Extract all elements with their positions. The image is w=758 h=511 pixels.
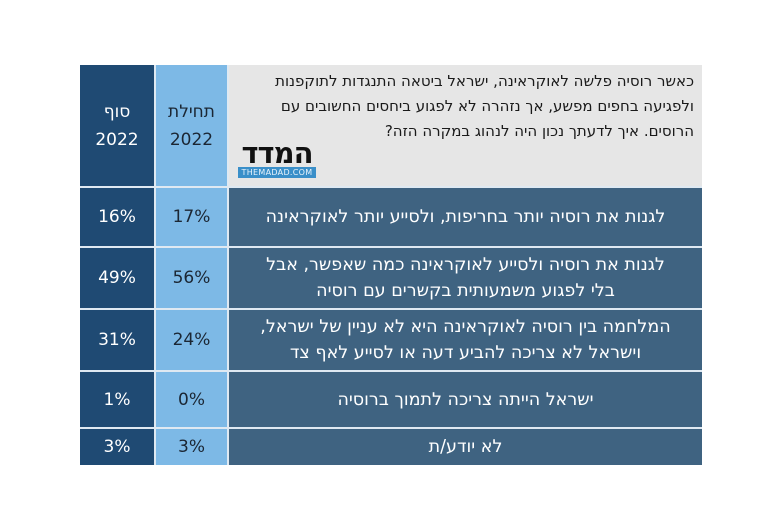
question-text: כאשר רוסיה פלשה לאוקראינה, ישראל ביטאה ה… xyxy=(275,72,694,140)
header-row: סוף 2022 תחילת 2022 כאשר רוסיה פלשה לאוק… xyxy=(80,65,702,186)
column-header-start-label: תחילת xyxy=(168,101,215,122)
table-row: 16% 17% לגנות את רוסיה יותר בחריפות, ולס… xyxy=(80,186,702,246)
answer-text: לא יודע/ת xyxy=(229,429,702,465)
table-row: 31% 24% המלחמה בין רוסיה לאוקראינה היא ל… xyxy=(80,308,702,370)
question-cell: כאשר רוסיה פלשה לאוקראינה, ישראל ביטאה ה… xyxy=(229,65,702,186)
column-header-end-year: 2022 xyxy=(95,129,139,150)
madad-logo: המדד THEMADAD.COM xyxy=(238,139,316,178)
start-value: 17% xyxy=(156,188,229,246)
end-value: 49% xyxy=(80,248,156,308)
table-row: 1% 0% ישראל הייתה צריכה לתמוך ברוסיה xyxy=(80,370,702,427)
end-value: 1% xyxy=(80,372,156,427)
table-row: 49% 56% לגנות את רוסיה ולסייע לאוקראינה … xyxy=(80,246,702,308)
survey-table: סוף 2022 תחילת 2022 כאשר רוסיה פלשה לאוק… xyxy=(80,65,702,465)
end-value: 31% xyxy=(80,310,156,370)
answer-text: המלחמה בין רוסיה לאוקראינה היא לא עניין … xyxy=(229,310,702,370)
column-header-end-label: סוף xyxy=(103,101,131,122)
start-value: 24% xyxy=(156,310,229,370)
table-row: 3% 3% לא יודע/ת xyxy=(80,427,702,465)
answer-text: ישראל הייתה צריכה לתמוך ברוסיה xyxy=(229,372,702,427)
logo-english: THEMADAD.COM xyxy=(238,167,316,178)
column-header-start-year: 2022 xyxy=(169,129,214,150)
end-value: 16% xyxy=(80,188,156,246)
column-header-start-2022: תחילת 2022 xyxy=(156,65,229,186)
logo-hebrew: המדד xyxy=(241,136,313,170)
start-value: 3% xyxy=(156,429,229,465)
answer-text: לגנות את רוסיה ולסייע לאוקראינה כמה שאפש… xyxy=(229,248,702,308)
end-value: 3% xyxy=(80,429,156,465)
column-header-end-2022: סוף 2022 xyxy=(80,65,156,186)
start-value: 56% xyxy=(156,248,229,308)
start-value: 0% xyxy=(156,372,229,427)
answer-text: לגנות את רוסיה יותר בחריפות, ולסייע יותר… xyxy=(229,188,702,246)
